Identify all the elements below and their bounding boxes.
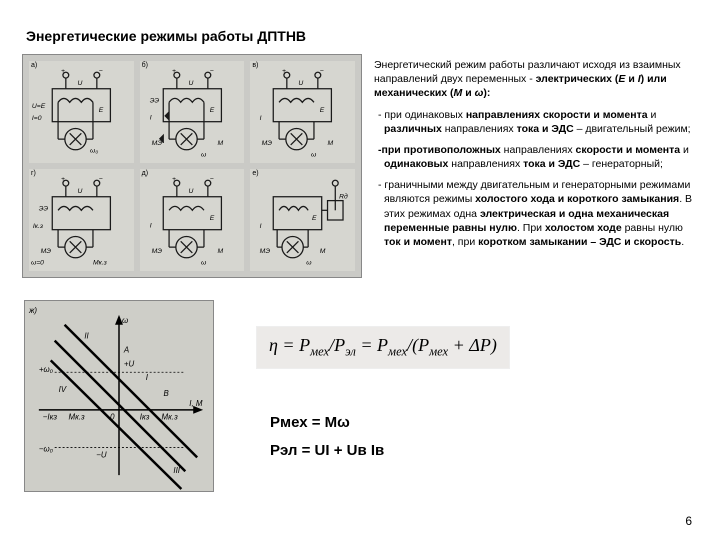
svg-text:B: B [164, 389, 169, 398]
svg-text:M: M [217, 248, 223, 255]
svg-text:E: E [312, 215, 317, 222]
svg-text:M: M [320, 248, 326, 255]
formula-elec: Pэл = UI + Uв Iв [270, 442, 384, 459]
efficiency-formula: η = Pмех/Pэл = Pмех/(Pмех + ΔP) [256, 326, 510, 369]
cell-label: б) [142, 62, 148, 69]
svg-text:U=E: U=E [32, 103, 46, 110]
bullet-1: - при одинаковых направлениях скорости и… [378, 108, 700, 136]
svg-text:Iк.з: Iк.з [33, 223, 43, 230]
bullet-2: -при противоположных направлениях скорос… [378, 143, 700, 171]
svg-text:−: − [209, 176, 213, 183]
svg-text:+: + [172, 176, 176, 183]
svg-text:A: A [123, 345, 129, 354]
svg-text:+U: +U [124, 359, 135, 368]
schematic-g: г) + − U ЭЭ Iк.з МЭ Мк.з ω=0 [29, 169, 134, 271]
svg-text:ω: ω [122, 316, 128, 325]
svg-text:МЭ: МЭ [41, 248, 52, 255]
svg-text:U: U [299, 80, 304, 87]
svg-text:I, M: I, M [189, 399, 203, 408]
explanation-text: Энергетический режим работы различают ис… [374, 58, 700, 256]
svg-text:I: I [149, 223, 151, 230]
cell-label: е) [252, 170, 258, 177]
svg-text:M: M [217, 140, 223, 147]
schematic-a: а) + − U E U=E I=0 ω₀ [29, 61, 134, 163]
svg-text:+: + [61, 176, 65, 183]
svg-text:E: E [99, 107, 104, 114]
svg-text:+: + [61, 68, 65, 75]
svg-text:IV: IV [59, 385, 67, 394]
svg-text:−: − [99, 68, 103, 75]
svg-text:ЭЭ: ЭЭ [149, 97, 159, 104]
svg-text:U: U [77, 80, 82, 87]
svg-text:−Iкз: −Iкз [43, 413, 58, 422]
svg-text:III: III [173, 466, 180, 475]
schematic-d: д) + − U E I МЭ M ω [140, 169, 245, 271]
svg-text:ω=0: ω=0 [31, 260, 44, 267]
svg-text:−: − [320, 68, 324, 75]
svg-text:МЭ: МЭ [151, 248, 162, 255]
svg-text:МЭ: МЭ [151, 140, 162, 147]
page-title: Энергетические режимы работы ДПТНВ [26, 28, 306, 44]
svg-text:E: E [320, 107, 325, 114]
svg-text:I: I [146, 373, 149, 382]
svg-text:Iкз: Iкз [140, 413, 150, 422]
svg-text:M: M [328, 140, 334, 147]
svg-text:0: 0 [110, 413, 115, 422]
formula-mech: Pмех = Mω [270, 414, 350, 431]
page-number: 6 [685, 514, 692, 528]
svg-text:U: U [188, 80, 193, 87]
svg-text:U: U [188, 188, 193, 195]
svg-text:−: − [209, 68, 213, 75]
paragraph-1: Энергетический режим работы различают ис… [374, 58, 700, 101]
svg-text:U: U [77, 188, 82, 195]
svg-text:ω: ω [201, 260, 207, 267]
svg-text:Mк.з: Mк.з [69, 413, 86, 422]
svg-text:−ω₀: −ω₀ [39, 444, 54, 453]
svg-text:ω₀: ω₀ [90, 148, 98, 155]
schematic-e: е) Rд E I МЭ M ω [250, 169, 355, 271]
svg-text:E: E [209, 107, 214, 114]
cell-label: а) [31, 62, 37, 69]
svg-text:E: E [209, 215, 214, 222]
bullet-3: - граничными между двигательным и генера… [378, 178, 700, 249]
svg-text:+ω₀: +ω₀ [39, 365, 54, 374]
svg-text:I=0: I=0 [32, 115, 42, 122]
svg-text:I: I [149, 115, 151, 122]
cell-label: в) [252, 62, 258, 69]
svg-text:ω: ω [311, 152, 317, 159]
quadrant-graph: ж) ω I, M 0 II IV III A I B +U −U +ω₀ [24, 300, 214, 492]
svg-text:Mк.з: Mк.з [162, 413, 179, 422]
svg-text:II: II [84, 332, 89, 341]
svg-text:Мк.з: Мк.з [93, 260, 107, 267]
svg-text:−: − [99, 176, 103, 183]
svg-text:ω: ω [201, 152, 207, 159]
svg-text:−U: −U [96, 450, 107, 459]
cell-label: г) [31, 170, 36, 177]
svg-text:+: + [172, 68, 176, 75]
schematic-v: в) + − U E I МЭ M ω [250, 61, 355, 163]
schematics-grid: а) + − U E U=E I=0 ω₀ б) [22, 54, 362, 278]
svg-text:I: I [260, 115, 262, 122]
svg-text:Rд: Rд [339, 193, 348, 201]
schematic-b: б) + − U E ЭЭ I МЭ M ω [140, 61, 245, 163]
svg-text:ж): ж) [28, 306, 37, 315]
svg-text:МЭ: МЭ [260, 248, 271, 255]
svg-text:МЭ: МЭ [262, 140, 273, 147]
svg-text:+: + [282, 68, 286, 75]
cell-label: д) [142, 170, 148, 177]
svg-text:ω: ω [307, 260, 313, 267]
svg-text:ЭЭ: ЭЭ [39, 205, 49, 212]
svg-text:I: I [260, 223, 262, 230]
